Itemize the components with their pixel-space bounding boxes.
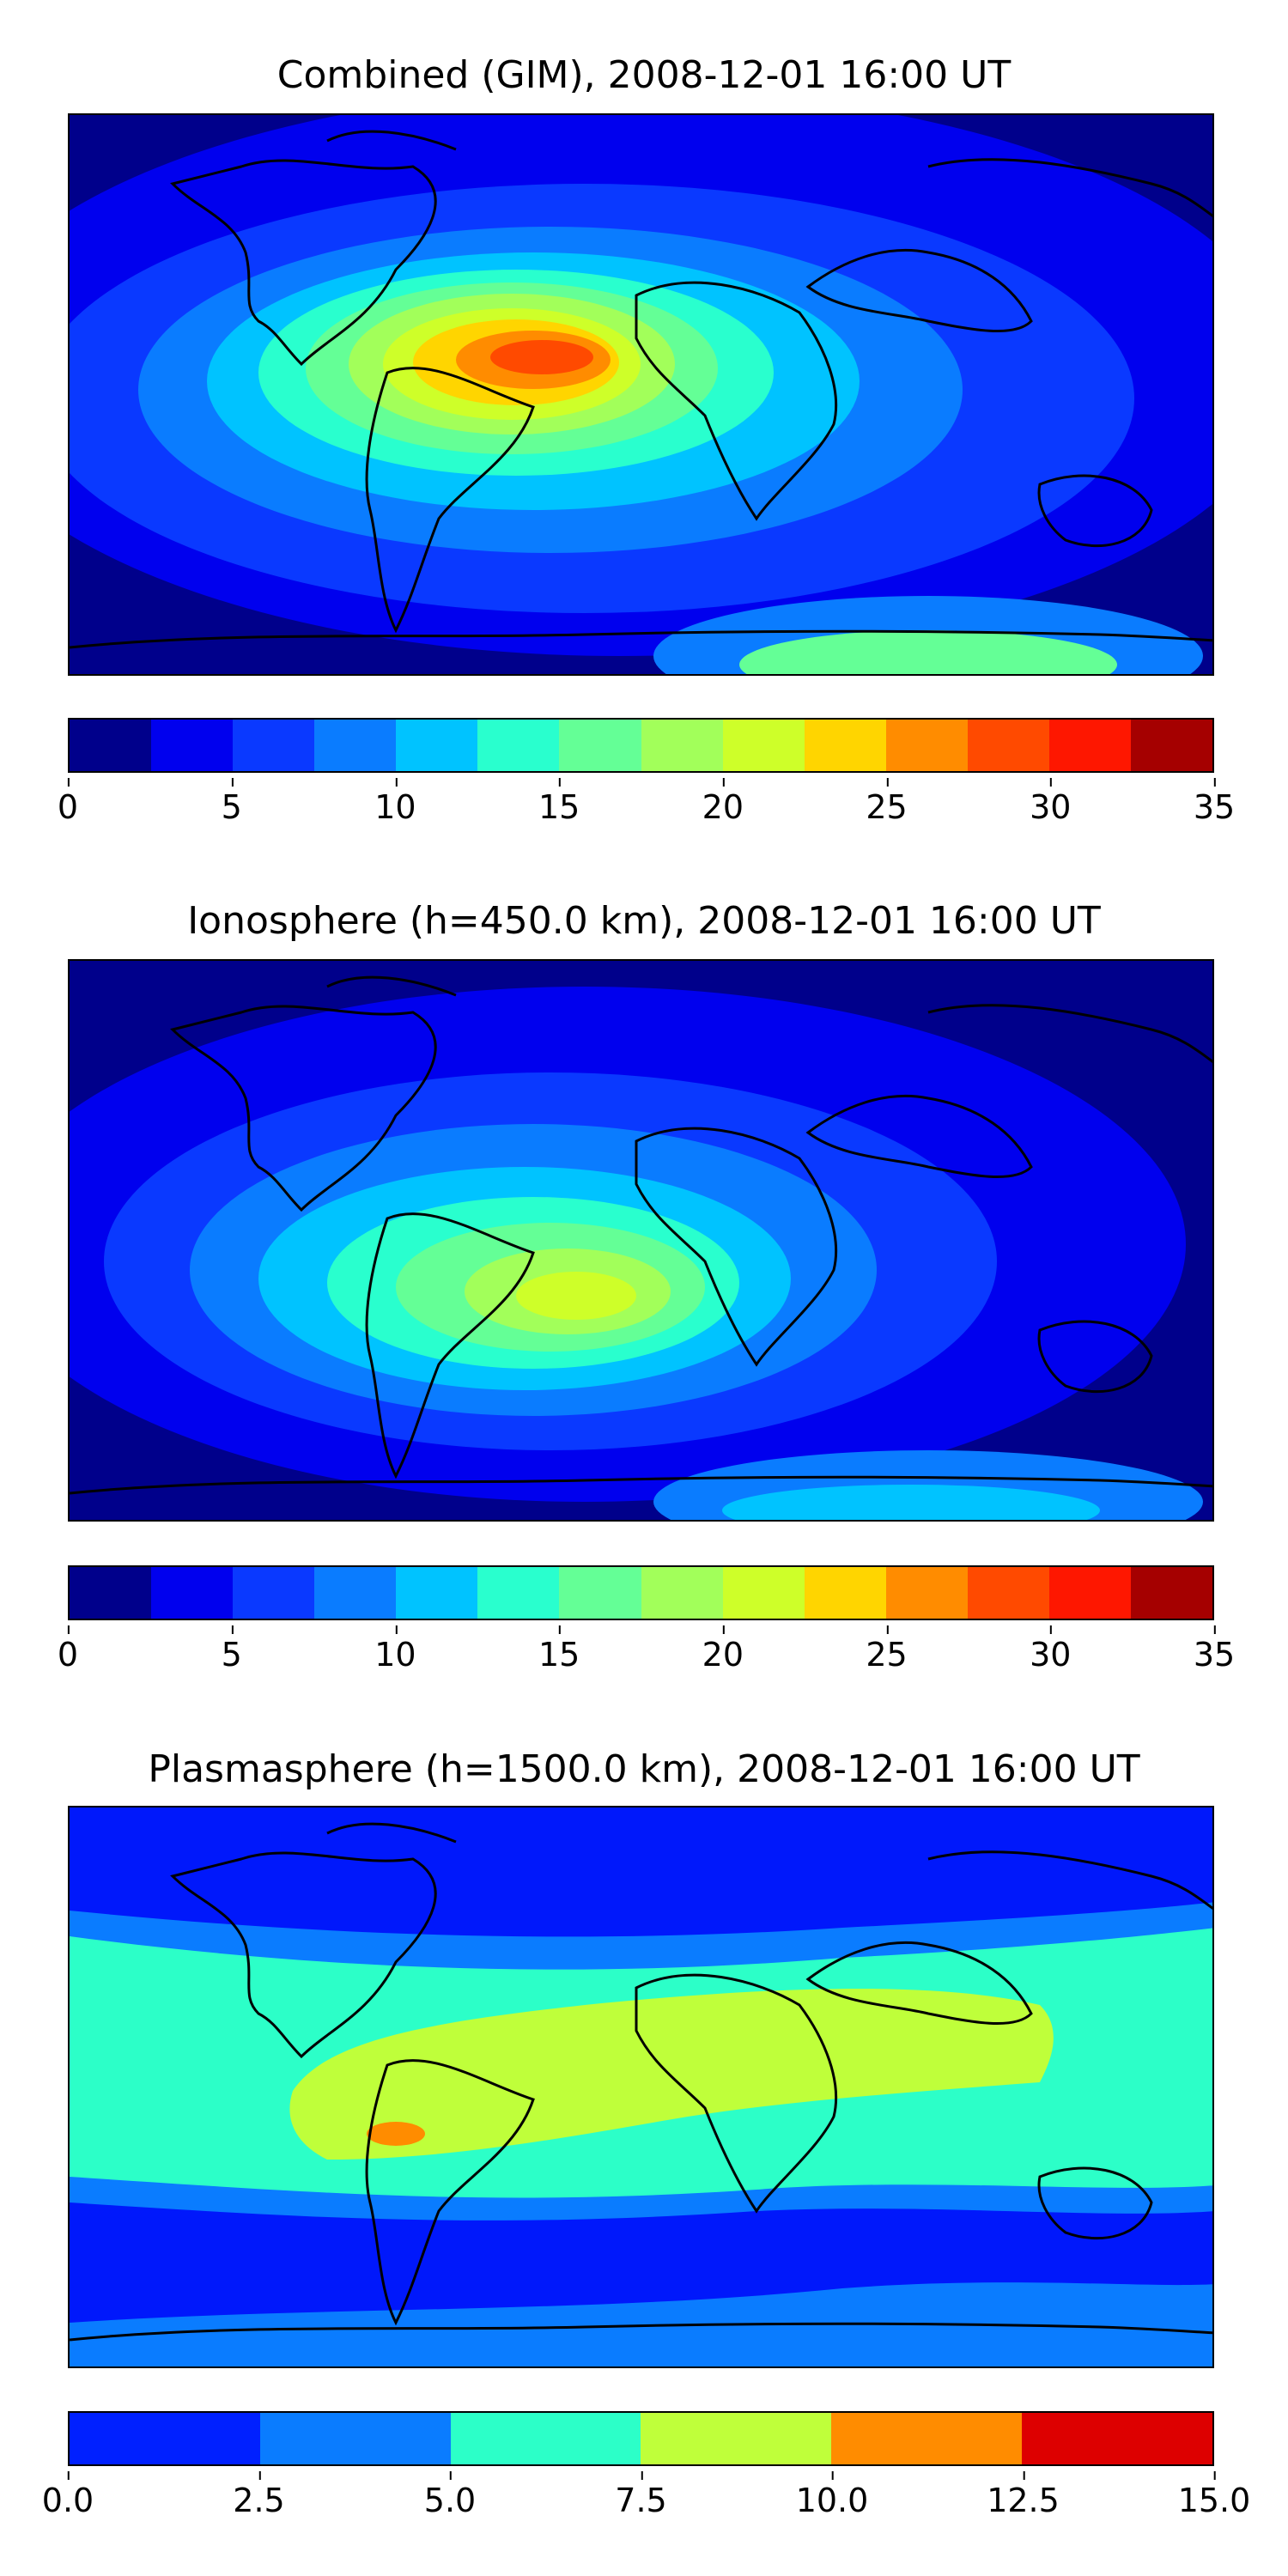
colorbar-swatch xyxy=(885,720,968,771)
colorbar-swatch xyxy=(396,720,478,771)
colorbar-swatch xyxy=(885,1567,968,1619)
colorbar-ticks-plasmasphere: 0.0 2.5 5.0 7.5 10.0 12.5 15.0 xyxy=(42,2471,1250,2533)
colorbar-swatch xyxy=(831,2413,1023,2464)
colorbar-combined xyxy=(68,718,1214,773)
colorbar-tick-label: 12.5 xyxy=(987,2471,1060,2519)
colorbar-tick-label: 15 xyxy=(538,1625,580,1674)
panel-title-plasmasphere: Plasmasphere (h=1500.0 km), 2008-12-01 1… xyxy=(148,1747,1140,1791)
colorbar-swatch xyxy=(722,1567,805,1619)
colorbar-swatch xyxy=(450,2413,641,2464)
colorbar-tick-label: 10 xyxy=(374,778,416,826)
colorbar-swatch xyxy=(804,1567,886,1619)
colorbar-swatch xyxy=(396,1567,478,1619)
colorbar-swatch xyxy=(314,1567,397,1619)
colorbar-swatch xyxy=(967,720,1049,771)
colorbar-tick-label: 35 xyxy=(1193,1625,1236,1674)
colorbar-tick-label: 25 xyxy=(866,1625,908,1674)
colorbar-ticks-combined: 0 5 10 15 20 25 30 35 xyxy=(58,778,1235,840)
colorbar-tick-label: 35 xyxy=(1193,778,1236,826)
colorbar-swatch xyxy=(641,2413,832,2464)
colorbar-ticks-ionosphere: 0 5 10 15 20 25 30 35 xyxy=(58,1625,1235,1687)
colorbar-swatch xyxy=(151,720,234,771)
colorbar-tick-label: 5 xyxy=(221,778,242,826)
map-combined xyxy=(68,113,1214,676)
colorbar-tick-label: 10 xyxy=(374,1625,416,1674)
colorbar-tick-label: 30 xyxy=(1030,778,1072,826)
colorbar-tick-label: 20 xyxy=(702,1625,744,1674)
colorbar-swatch xyxy=(1048,720,1132,771)
colorbar-swatch xyxy=(559,1567,641,1619)
colorbar-swatch xyxy=(1048,1567,1132,1619)
colorbar-swatch xyxy=(259,2413,451,2464)
colorbar-tick-label: 20 xyxy=(702,778,744,826)
colorbar-swatch xyxy=(233,1567,315,1619)
colorbar-ionosphere xyxy=(68,1565,1214,1620)
colorbar-tick-label: 0 xyxy=(57,1625,79,1674)
colorbar-tick-label: 5.0 xyxy=(423,2471,477,2519)
colorbar-swatch xyxy=(1131,1567,1213,1619)
colorbar-tick-label: 15 xyxy=(538,778,580,826)
colorbar-tick-label: 0 xyxy=(57,778,79,826)
colorbar-swatch xyxy=(559,720,641,771)
colorbar-swatch xyxy=(641,1567,723,1619)
colorbar-swatch xyxy=(804,720,886,771)
panel-title-combined: Combined (GIM), 2008-12-01 16:00 UT xyxy=(276,53,1012,97)
map-plasmasphere xyxy=(68,1806,1214,2368)
colorbar-tick-label: 5 xyxy=(221,1625,242,1674)
colorbar-swatch xyxy=(1131,720,1213,771)
colorbar-swatch xyxy=(151,1567,234,1619)
colorbar-swatch xyxy=(722,720,805,771)
colorbar-swatch xyxy=(1022,2413,1212,2464)
colorbar-tick-label: 30 xyxy=(1030,1625,1072,1674)
colorbar-tick-label: 2.5 xyxy=(233,2471,285,2519)
colorbar-swatch xyxy=(70,720,152,771)
colorbar-swatch xyxy=(967,1567,1049,1619)
colorbar-tick-label: 10.0 xyxy=(795,2471,869,2519)
colorbar-swatch xyxy=(641,720,723,771)
colorbar-plasmasphere xyxy=(68,2411,1214,2466)
colorbar-swatch xyxy=(233,720,315,771)
colorbar-swatch xyxy=(314,720,397,771)
colorbar-swatch xyxy=(70,2413,260,2464)
panel-title-ionosphere: Ionosphere (h=450.0 km), 2008-12-01 16:0… xyxy=(187,899,1101,943)
colorbar-tick-label: 25 xyxy=(866,778,908,826)
colorbar-swatch xyxy=(477,1567,560,1619)
colorbar-tick-label: 0.0 xyxy=(41,2471,94,2519)
colorbar-tick-label: 7.5 xyxy=(615,2471,667,2519)
colorbar-swatch xyxy=(477,720,560,771)
map-ionosphere xyxy=(68,959,1214,1522)
colorbar-swatch xyxy=(70,1567,152,1619)
colorbar-tick-label: 15.0 xyxy=(1177,2471,1251,2519)
